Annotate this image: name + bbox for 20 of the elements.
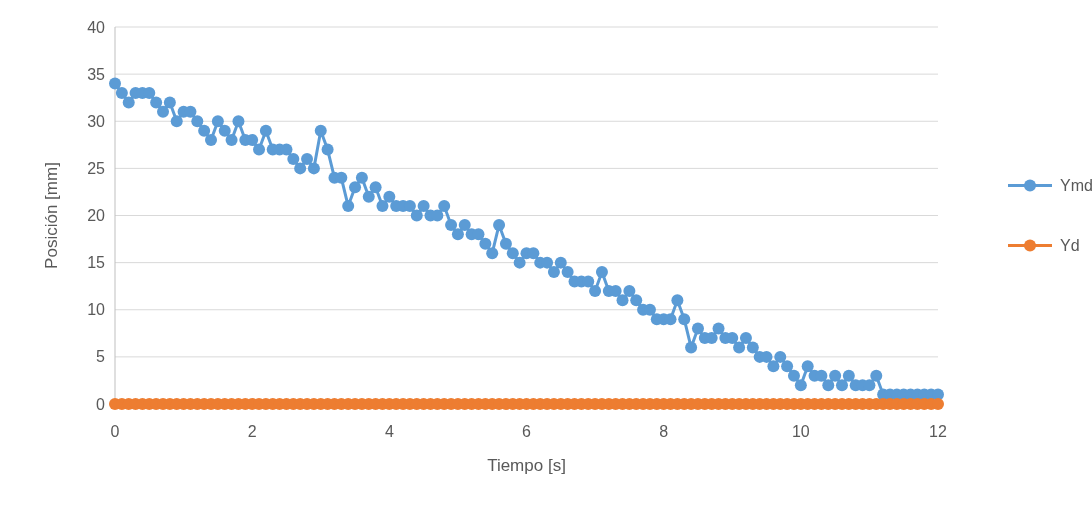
y-tick-label: 10 xyxy=(87,301,106,319)
y-tick-label: 30 xyxy=(87,112,106,130)
y-tick-label: 5 xyxy=(96,348,106,366)
y-tick-label: 40 xyxy=(87,18,106,36)
x-tick-label: 8 xyxy=(659,423,669,440)
y-tick-label: 15 xyxy=(87,254,106,272)
y-tick-label: 20 xyxy=(87,207,106,225)
x-tick-label: 2 xyxy=(247,423,257,440)
legend-label: Yd xyxy=(1060,237,1080,255)
x-tick-label: 10 xyxy=(791,423,810,440)
x-tick-label: 0 xyxy=(110,423,120,440)
y-axis-title: Posición [mm] xyxy=(42,162,61,269)
y-tick-label: 0 xyxy=(96,395,106,413)
y-tick-label: 25 xyxy=(87,159,106,177)
legend-label: Ymd xyxy=(1060,177,1092,195)
x-tick-label: 6 xyxy=(522,423,532,440)
x-axis-title: Tiempo [s] xyxy=(487,456,566,475)
x-tick-label: 4 xyxy=(384,423,394,440)
y-tick-label: 35 xyxy=(87,65,106,83)
x-tick-label: 12 xyxy=(929,423,947,440)
